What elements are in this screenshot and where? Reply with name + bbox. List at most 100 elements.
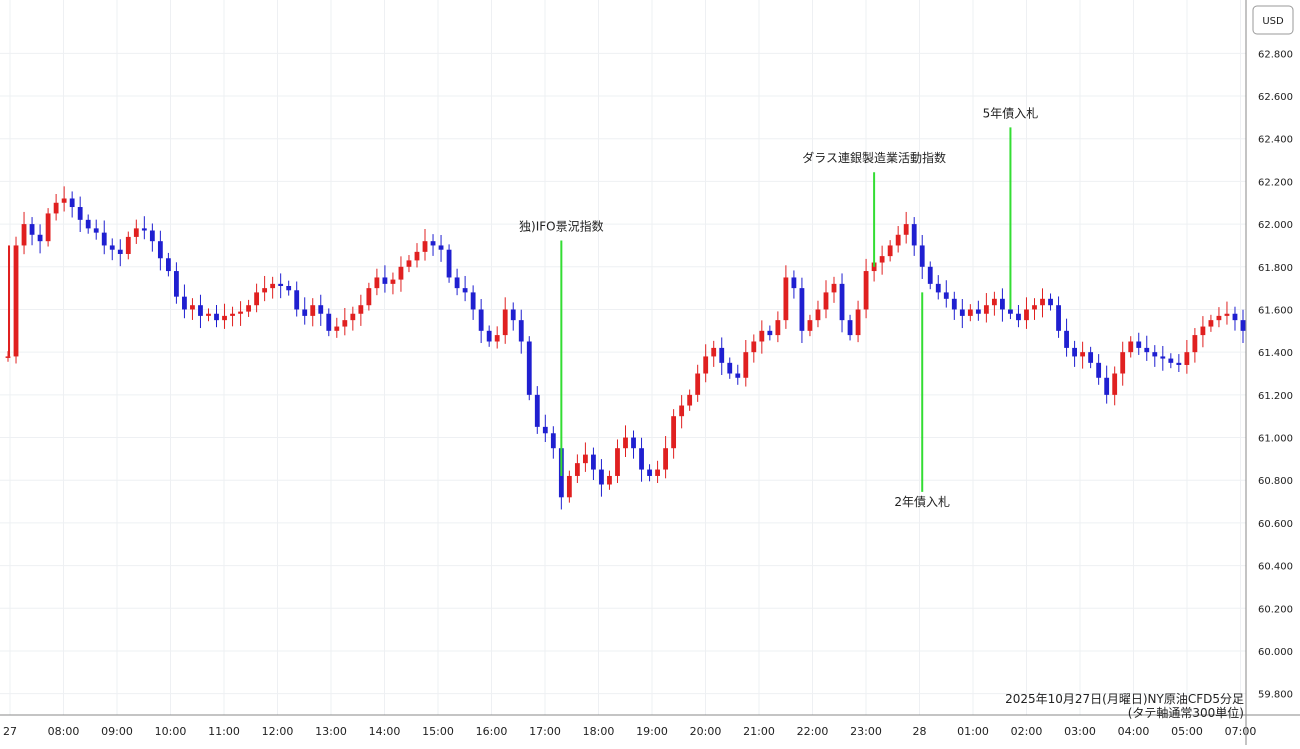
candle-body <box>174 271 179 297</box>
candle-body <box>791 277 797 289</box>
candle-body <box>607 475 612 485</box>
y-tick-label: 59.800 <box>1258 690 1293 701</box>
y-tick-label: 61.000 <box>1258 434 1293 445</box>
candle-body <box>1128 341 1134 353</box>
candle-body <box>470 292 476 310</box>
candle-body <box>262 288 268 293</box>
candle-body <box>93 228 99 233</box>
y-tick-label: 60.000 <box>1258 647 1293 658</box>
candle-body <box>871 262 877 272</box>
candle-body <box>21 224 27 246</box>
annotation-label: 2年債入札 <box>894 494 950 509</box>
candle-body <box>534 394 540 427</box>
candle-body <box>1072 347 1077 357</box>
candle-body <box>510 309 516 321</box>
y-tick-label: 61.200 <box>1258 391 1293 402</box>
candle-body <box>1104 377 1110 395</box>
x-tick-label: 05:00 <box>1171 725 1203 738</box>
candle-body <box>133 228 139 237</box>
x-tick-label: 20:00 <box>690 725 722 738</box>
annotation-label: ダラス連銀製造業活動指数 <box>802 150 946 165</box>
candle-body <box>37 234 43 242</box>
candle-body <box>45 213 51 242</box>
y-tick-label: 61.800 <box>1258 263 1293 274</box>
candle-body <box>486 330 492 342</box>
candle-body <box>1224 313 1230 316</box>
candle-body <box>743 352 749 378</box>
candle-body <box>478 309 484 331</box>
candle-body <box>550 433 556 449</box>
candle-body <box>631 437 636 449</box>
candle-body <box>911 224 917 246</box>
candle-body <box>342 320 348 327</box>
candle-body <box>85 219 91 229</box>
y-tick-label: 62.200 <box>1258 177 1293 188</box>
annotation-label: 独)IFO景況指数 <box>519 219 604 234</box>
candle-body <box>230 313 235 316</box>
candle-body <box>1168 358 1174 363</box>
candle-body <box>310 305 316 316</box>
candle-body <box>1064 330 1069 348</box>
candle-body <box>1008 309 1013 314</box>
x-tick-label: 01:00 <box>957 725 989 738</box>
currency-label: USD <box>1262 16 1284 27</box>
candle-body <box>983 305 989 314</box>
candle-body <box>566 475 572 498</box>
candle-body <box>1232 313 1238 321</box>
candle-body <box>703 356 709 374</box>
candle-body <box>711 347 717 357</box>
candle-body <box>1136 341 1142 348</box>
candle-body <box>863 271 869 310</box>
candle-body <box>318 305 324 314</box>
candle-body <box>29 224 35 235</box>
candle-body <box>1208 320 1214 327</box>
candle-body <box>1160 356 1166 359</box>
x-tick-label: 23:00 <box>850 725 882 738</box>
candle-body <box>623 437 628 449</box>
y-tick-label: 62.000 <box>1258 220 1293 231</box>
candle-body <box>823 292 829 310</box>
candle-body <box>382 277 388 284</box>
x-tick-label: 28 <box>913 725 927 738</box>
candle-body <box>430 241 436 246</box>
candle-body <box>1192 335 1198 353</box>
candle-body <box>238 311 243 314</box>
candle-body <box>390 279 396 284</box>
x-tick-label: 22:00 <box>797 725 829 738</box>
candle-body <box>1184 352 1190 365</box>
candle-body <box>1096 362 1102 378</box>
candle-body <box>959 309 965 316</box>
x-tick-label: 04:00 <box>1118 725 1150 738</box>
candle-body <box>1088 352 1094 363</box>
candle-body <box>1040 298 1045 306</box>
candle-body <box>927 266 933 284</box>
candle-body <box>831 283 837 293</box>
x-tick-label: 07:00 <box>1225 725 1257 738</box>
candle-body <box>887 245 893 257</box>
candle-body <box>77 207 83 220</box>
candle-body <box>109 245 115 250</box>
candle-body <box>951 298 957 310</box>
candle-body <box>157 241 163 259</box>
candle-body <box>358 305 364 314</box>
candle-body <box>639 448 644 470</box>
candle-body <box>190 305 195 310</box>
candle-body <box>735 373 741 378</box>
y-tick-label: 60.800 <box>1258 476 1293 487</box>
candle-body <box>943 292 949 299</box>
candle-body <box>759 330 765 342</box>
candle-body <box>526 341 532 395</box>
candle-body <box>815 309 821 321</box>
candle-body <box>903 224 909 235</box>
candle-body <box>1152 352 1158 357</box>
candle-body <box>783 277 789 321</box>
candle-body <box>655 469 660 476</box>
candle-body <box>69 198 75 208</box>
candle-body <box>438 245 444 250</box>
x-tick-label: 09:00 <box>101 725 133 738</box>
y-tick-label: 62.600 <box>1258 92 1293 103</box>
y-tick-label: 60.200 <box>1258 604 1293 615</box>
candle-body <box>254 292 260 306</box>
candle-body <box>206 313 211 316</box>
